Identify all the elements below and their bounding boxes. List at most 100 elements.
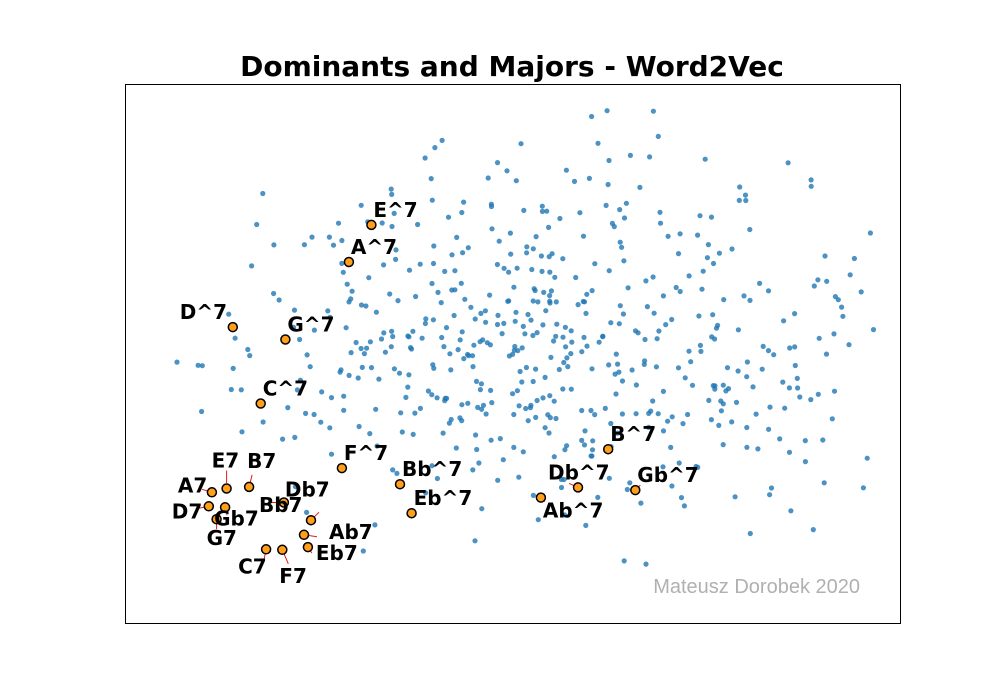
label-gbmaj7: Gb^7	[637, 463, 698, 487]
background-point	[760, 343, 766, 349]
background-point	[260, 419, 266, 425]
background-point	[677, 288, 683, 295]
background-points	[174, 108, 877, 567]
background-point	[360, 548, 366, 554]
background-point	[723, 388, 729, 394]
background-point	[326, 234, 332, 240]
background-point	[710, 260, 717, 267]
background-point	[500, 457, 506, 463]
background-point	[583, 522, 589, 529]
background-point	[616, 321, 622, 327]
background-point	[521, 207, 527, 213]
background-point	[297, 336, 303, 343]
background-point	[462, 296, 468, 302]
background-point	[673, 284, 679, 291]
background-point	[606, 475, 612, 481]
background-point	[677, 231, 683, 237]
label-d7: D7	[172, 499, 203, 523]
background-point	[534, 397, 540, 404]
background-point	[524, 250, 530, 256]
background-point	[808, 177, 814, 183]
background-point	[309, 234, 315, 240]
point-ab7	[298, 529, 310, 541]
background-point	[441, 344, 447, 350]
background-point	[811, 283, 817, 289]
background-point	[543, 308, 549, 314]
background-point	[482, 308, 488, 314]
label-ebmaj7: Eb^7	[414, 486, 473, 510]
background-point	[590, 438, 596, 444]
background-point	[540, 395, 546, 401]
background-point	[472, 538, 478, 544]
background-point	[797, 394, 803, 400]
background-point	[455, 347, 461, 353]
background-point	[452, 287, 458, 293]
background-point	[473, 378, 480, 384]
point-g7	[211, 513, 222, 525]
background-point	[497, 436, 503, 442]
background-point	[417, 405, 423, 411]
background-point	[780, 379, 786, 385]
background-point	[483, 319, 489, 325]
background-point	[470, 467, 476, 473]
background-point	[343, 325, 349, 331]
background-point	[743, 197, 749, 204]
background-point	[485, 175, 491, 181]
background-point	[650, 108, 657, 114]
background-point	[542, 374, 548, 380]
label-b7: B7	[247, 449, 276, 473]
background-point	[476, 460, 482, 466]
background-point	[697, 213, 703, 219]
background-point	[446, 420, 452, 426]
point-dmaj7	[227, 321, 239, 333]
background-point	[403, 394, 409, 400]
background-point	[328, 395, 335, 401]
background-point	[522, 331, 528, 337]
background-point	[290, 324, 297, 330]
label-gmaj7: G^7	[287, 313, 334, 337]
background-point	[341, 407, 347, 413]
background-point	[792, 344, 798, 350]
background-point	[561, 512, 568, 518]
background-point	[835, 297, 841, 303]
background-point	[471, 342, 477, 348]
point-db7	[278, 497, 290, 508]
background-point	[643, 278, 649, 284]
background-point	[823, 351, 830, 357]
background-point	[602, 405, 608, 411]
background-point	[573, 274, 579, 281]
background-point	[528, 317, 534, 323]
background-point	[413, 293, 419, 300]
label-fmaj7: F^7	[344, 441, 388, 465]
background-point	[705, 242, 712, 248]
background-point	[737, 184, 743, 190]
background-point	[381, 262, 387, 268]
background-point	[614, 430, 621, 436]
background-point	[406, 267, 413, 273]
background-point	[479, 406, 485, 412]
background-point	[465, 351, 471, 358]
background-point	[488, 437, 494, 443]
background-point	[390, 333, 396, 340]
background-point	[589, 113, 595, 120]
background-point	[430, 317, 436, 323]
background-point	[381, 330, 387, 336]
label-f7: F7	[279, 564, 307, 588]
background-point	[484, 340, 490, 346]
background-point	[592, 261, 598, 267]
background-point	[642, 358, 648, 364]
background-point	[595, 140, 601, 146]
background-point	[448, 367, 454, 373]
background-point	[457, 415, 463, 421]
background-point	[716, 250, 723, 256]
background-point	[820, 437, 826, 443]
background-point	[617, 303, 623, 309]
chart-title: Dominants and Majors - Word2Vec	[240, 50, 784, 83]
background-point	[729, 419, 735, 425]
background-point	[488, 387, 494, 393]
background-point	[592, 412, 598, 418]
background-point	[606, 268, 612, 274]
background-point	[561, 359, 567, 366]
arrow-ab7	[307, 534, 318, 538]
